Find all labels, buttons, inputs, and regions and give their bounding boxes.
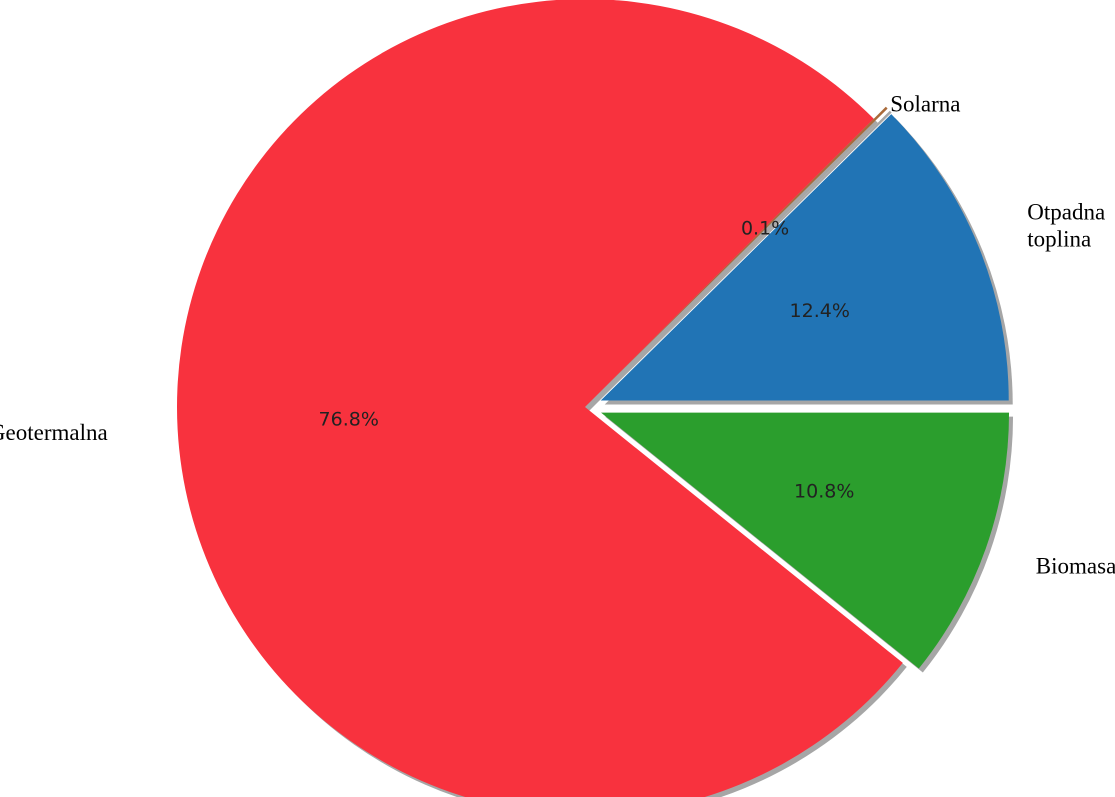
category-label-line: Otpadna [1027, 200, 1105, 225]
category-labels: Otpadna toplina Solarna Geotermalna Biomasa [0, 92, 1115, 579]
shadow-solarna [601, 110, 892, 400]
category-label-biomasa: Biomasa [1036, 553, 1115, 578]
category-label-line: Solarna [890, 92, 960, 117]
category-label-otpadna-toplina: Otpadna toplina [1027, 200, 1105, 252]
percent-labels: 12.4% 0.1% 76.8% 10.8% [319, 217, 855, 502]
category-label-solarna: Solarna [890, 92, 960, 117]
slice-biomasa [601, 412, 1010, 669]
percent-label-geotermalna: 76.8% [319, 409, 379, 431]
category-label-geotermalna: Geotermalna [0, 420, 108, 445]
percent-label-solarna: 0.1% [741, 217, 789, 239]
slice-otpadna-toplina [600, 114, 1009, 401]
category-label-line: Geotermalna [0, 420, 108, 445]
category-label-line: toplina [1027, 227, 1091, 252]
percent-label-otpadna-toplina: 12.4% [790, 300, 850, 322]
category-label-line: Biomasa [1036, 553, 1115, 578]
percent-label-biomasa: 10.8% [794, 480, 854, 502]
slice-solarna [597, 106, 888, 396]
slice-geotermalna [177, 0, 903, 797]
pie-slices [177, 0, 1010, 797]
